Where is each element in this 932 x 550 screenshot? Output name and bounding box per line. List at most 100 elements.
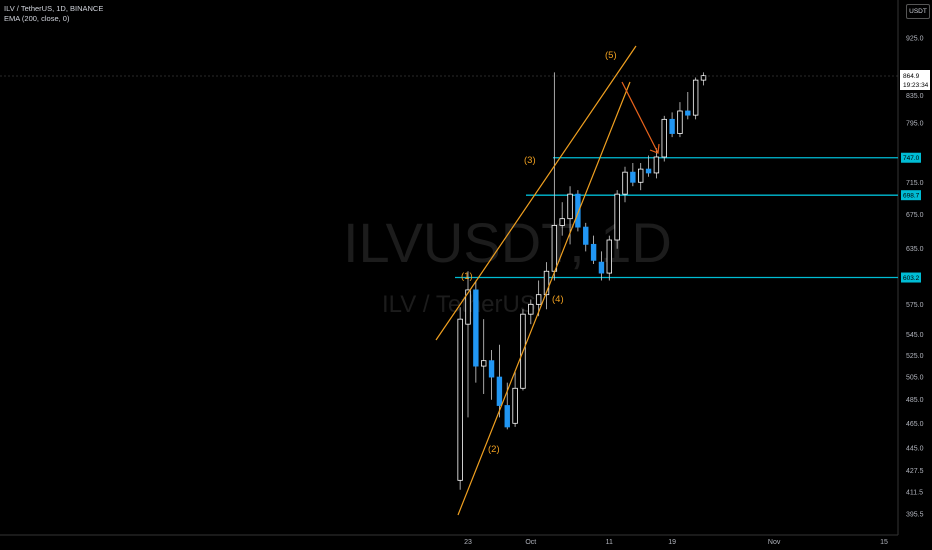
- candle-body-down: [669, 118, 675, 134]
- candle-body-down: [488, 360, 495, 378]
- candle: [583, 222, 589, 252]
- levels-layer: 747.0 698.7 603.2: [455, 152, 921, 283]
- candle-body-down: [473, 289, 479, 367]
- wave-label-5: (5): [605, 50, 617, 61]
- candle: [622, 166, 628, 203]
- candle-body-down: [598, 261, 605, 274]
- candle-body-up: [457, 318, 463, 481]
- time-tick-label: 23: [464, 539, 472, 546]
- candle-body-up: [559, 218, 565, 226]
- candle: [488, 350, 495, 400]
- watermark-ticker: ILVUSDT, 1D: [343, 211, 672, 274]
- candle-body-up: [700, 75, 707, 81]
- candle-body-up: [653, 156, 660, 174]
- candle-body-down: [583, 226, 589, 245]
- price-tick-label: 445.0: [906, 445, 924, 452]
- level-price-label: 603.2: [903, 275, 920, 282]
- current-price-value: 864.9: [903, 73, 920, 80]
- time-tick-label: Oct: [525, 539, 536, 546]
- level-price-tag: [901, 190, 921, 201]
- candles-layer: [457, 72, 707, 490]
- price-axis[interactable]: 925.0 835.0 795.0 715.0 675.0 635.0 575.0 545.0…: [906, 36, 924, 519]
- indicator-legend[interactable]: EMA (200, close, 0): [4, 14, 70, 23]
- time-axis[interactable]: 23Oct1119Nov1523Dec1321: [464, 539, 932, 546]
- candle-body-up: [480, 360, 487, 367]
- candle-body-up: [677, 110, 683, 134]
- price-tick-label: 427.5: [906, 468, 924, 475]
- candle: [606, 235, 612, 281]
- candle-body-up: [543, 270, 550, 296]
- candle: [653, 148, 660, 179]
- price-tick-label: 505.0: [906, 375, 924, 382]
- candle: [559, 202, 565, 236]
- candle-body-up: [638, 168, 644, 183]
- candle: [567, 186, 573, 245]
- candle-body-down: [590, 243, 597, 261]
- current-price-tag-bg: [900, 70, 930, 90]
- price-tick-label: 795.0: [906, 120, 924, 127]
- candle: [685, 92, 691, 120]
- time-tick-label: 11: [606, 539, 613, 546]
- projection-arrow[interactable]: [621, 81, 659, 154]
- candle: [669, 112, 675, 138]
- price-tick-label: 835.0: [906, 93, 924, 100]
- candle-body-down: [496, 376, 503, 406]
- level-price-tag: [901, 272, 921, 283]
- price-tick-label: 675.0: [906, 212, 924, 219]
- level-price-label: 698.7: [903, 193, 920, 200]
- candle-body-up: [528, 303, 534, 315]
- price-tick-label: 411.5: [906, 489, 923, 496]
- candle: [575, 190, 581, 232]
- candle: [457, 307, 463, 490]
- candle: [512, 371, 518, 427]
- candle-body-up: [535, 294, 542, 305]
- price-tick-label: 925.0: [906, 36, 924, 43]
- wave-labels: (1) (2) (3) (4) (5): [461, 50, 617, 455]
- watermark-pair: ILV / TetherUS: [382, 291, 536, 318]
- candle: [645, 155, 652, 177]
- candle-body-down: [645, 168, 652, 174]
- candle-body-up: [551, 225, 558, 272]
- time-tick-label: Nov: [768, 539, 781, 546]
- candle-body-up: [622, 171, 628, 195]
- price-tick-label: 715.0: [906, 180, 924, 187]
- current-price-tag: 864.9 19:23:34: [900, 70, 930, 90]
- chart-header: ILV / TetherUS, 1D, BINANCE EMA (200, cl…: [4, 4, 103, 24]
- candle-body-down: [504, 405, 510, 428]
- drawings-layer: [0, 45, 898, 516]
- candle-body-down: [630, 171, 636, 183]
- watermark: ILVUSDT, 1D ILV / TetherUS: [343, 211, 672, 318]
- candle: [614, 190, 620, 249]
- candle: [692, 77, 699, 120]
- time-tick-label: 19: [668, 539, 676, 546]
- countdown-timer: 19:23:34: [903, 82, 929, 89]
- price-tick-label: 485.0: [906, 397, 924, 404]
- candle: [700, 72, 707, 86]
- time-tick-label: 15: [880, 539, 888, 546]
- wave-label-2: (2): [488, 444, 500, 455]
- candle-body-down: [685, 110, 691, 116]
- projection-arrowhead: [649, 143, 660, 154]
- candle-body-up: [614, 193, 620, 241]
- symbol-title[interactable]: ILV / TetherUS, 1D, BINANCE: [4, 4, 104, 13]
- candle: [590, 235, 597, 264]
- candle: [677, 102, 683, 138]
- price-tick-label: 395.5: [906, 512, 924, 519]
- wave-label-4: (4): [552, 294, 564, 305]
- price-tick-label: 525.0: [906, 353, 924, 360]
- candle-body-up: [606, 239, 612, 274]
- channel-lower-line[interactable]: [457, 81, 631, 516]
- level-price-label: 747.0: [903, 155, 920, 162]
- candle: [480, 319, 487, 394]
- candle: [465, 271, 471, 418]
- wave-label-1: (1): [461, 271, 473, 282]
- candle-body-up: [567, 193, 573, 220]
- candle-body-up: [661, 118, 667, 158]
- candle-body-up: [512, 387, 518, 424]
- candle: [661, 115, 667, 162]
- wave-label-3: (3): [524, 155, 536, 166]
- currency-button[interactable]: USDT: [906, 4, 930, 19]
- level-price-tag: [901, 152, 921, 163]
- channel-upper-line[interactable]: [435, 45, 637, 341]
